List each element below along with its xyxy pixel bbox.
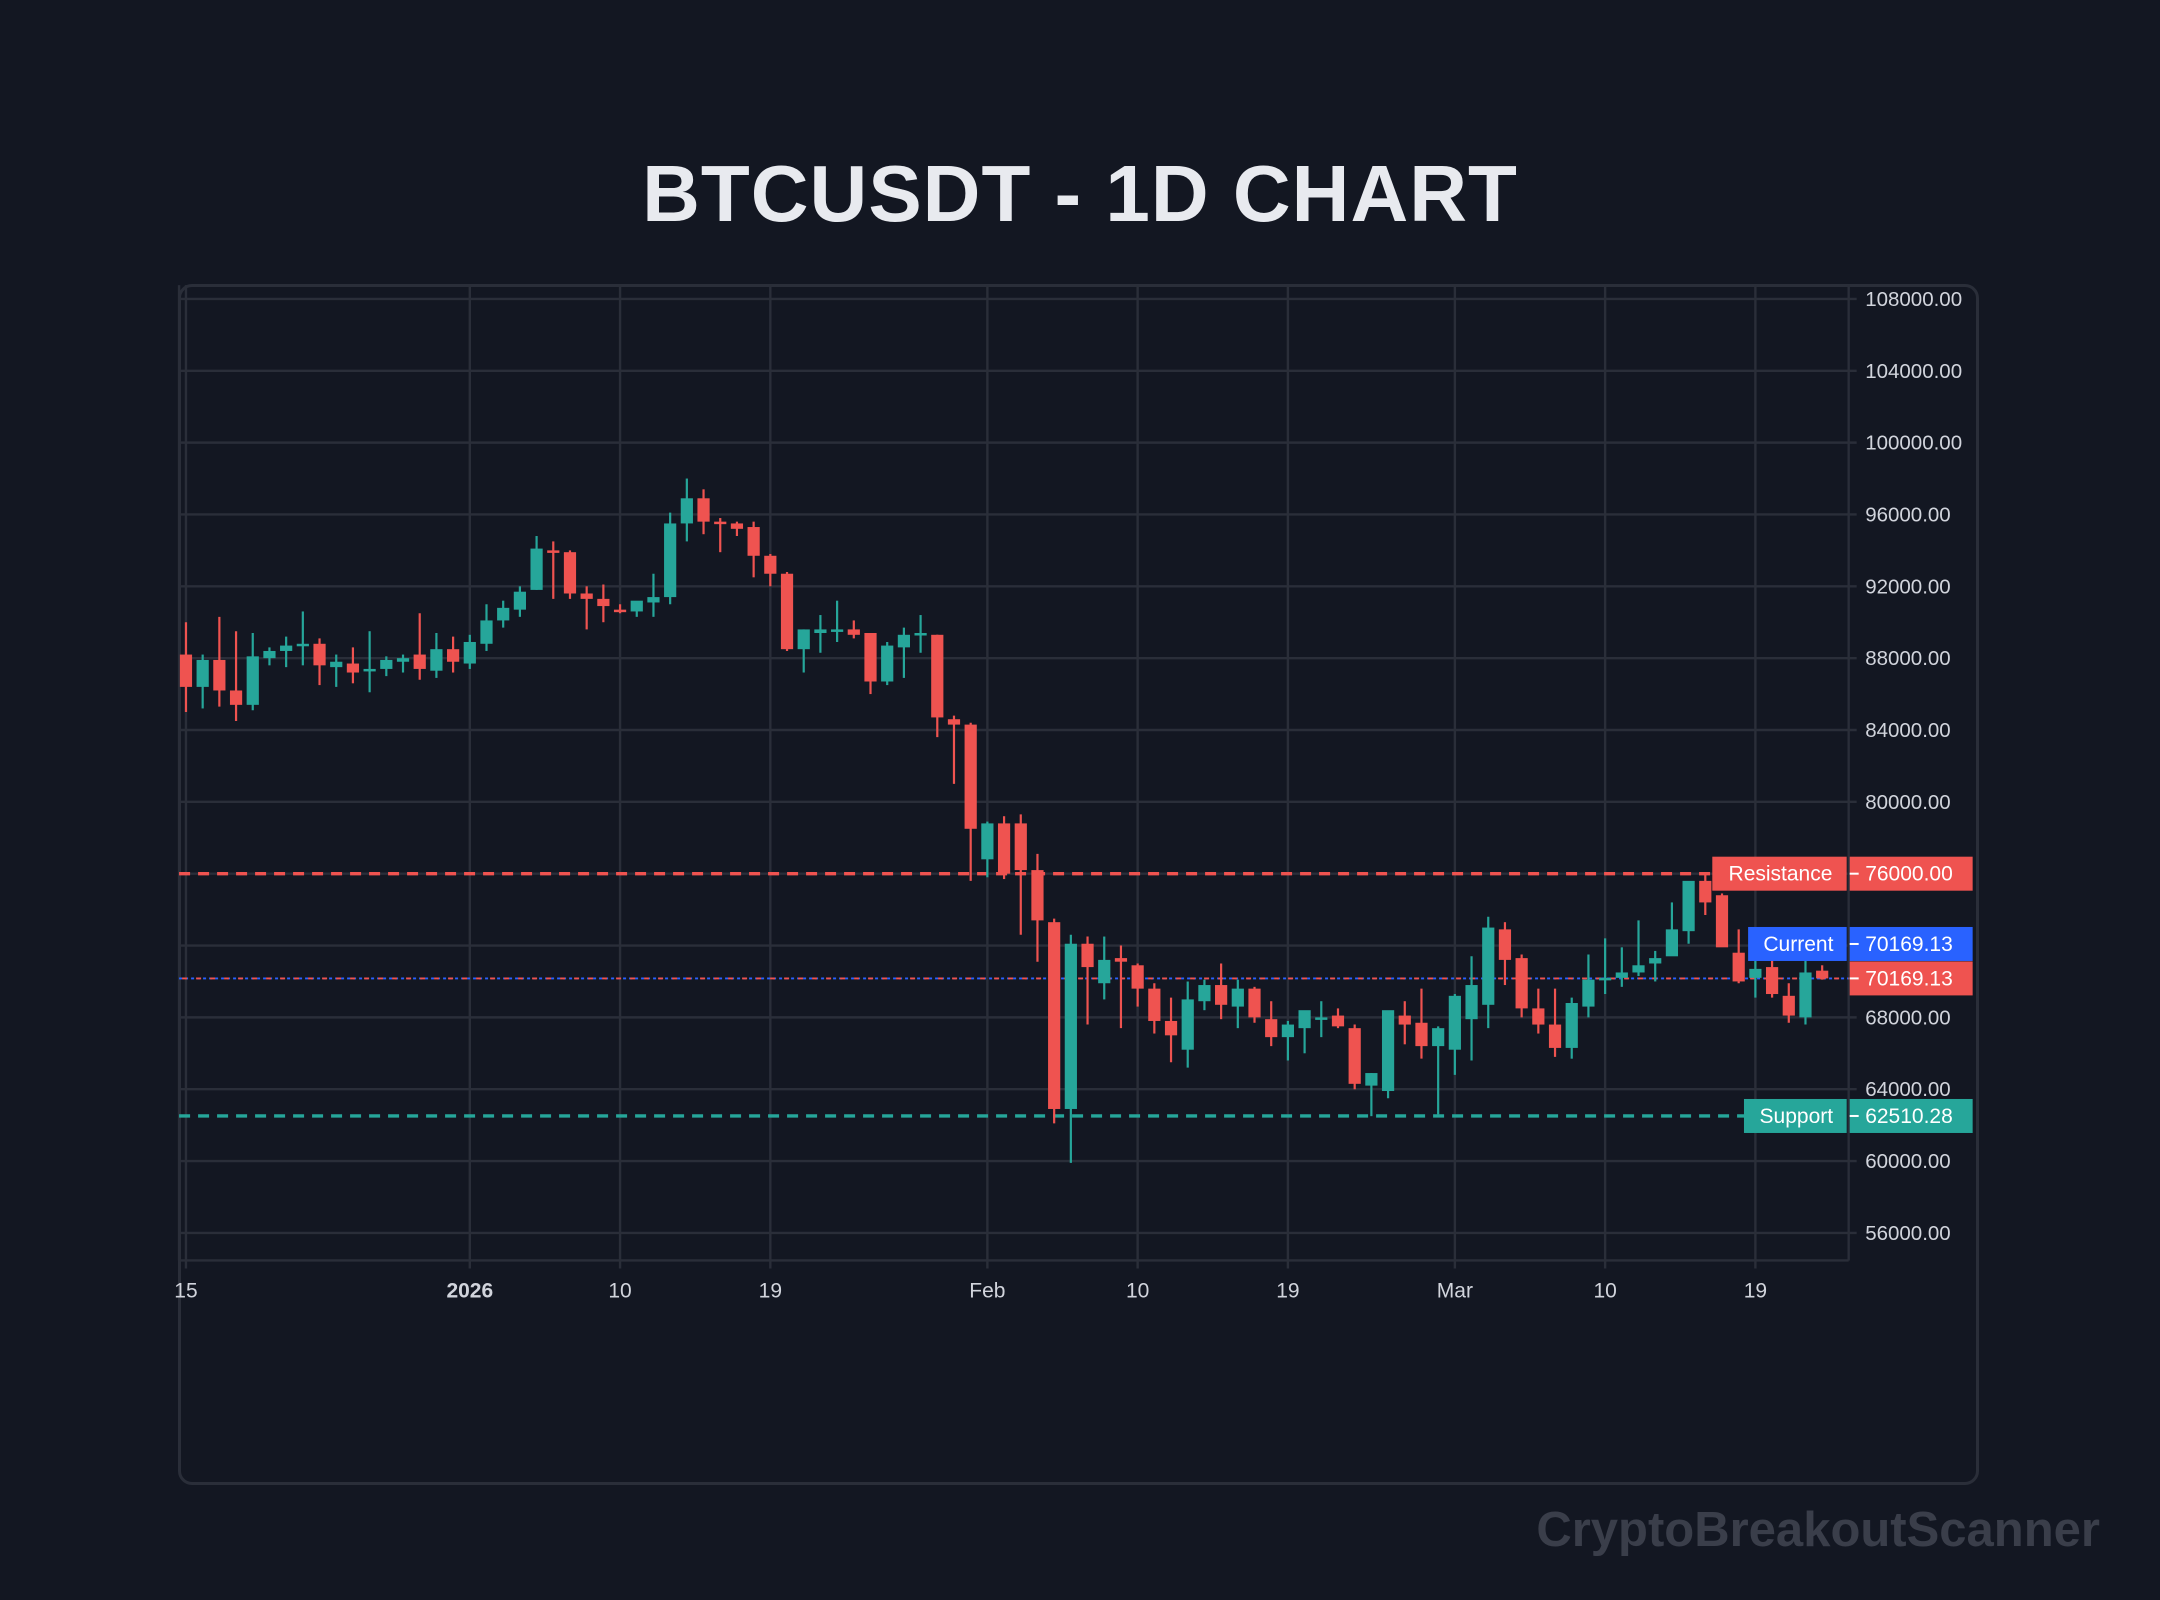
- watermark: CryptoBreakoutScanner: [1536, 1503, 2100, 1557]
- current-value-tag: [1849, 926, 1973, 961]
- last-price-value-tag: [1849, 961, 1973, 996]
- time-tick-label: Mar: [1437, 1280, 1473, 1303]
- svg-text:76000.00: 76000.00: [1865, 863, 1953, 886]
- svg-text:Support: Support: [1760, 1105, 1834, 1128]
- time-tick-label: 19: [1744, 1280, 1767, 1303]
- candles: [179, 478, 1829, 1163]
- time-tick-label: Feb: [969, 1280, 1005, 1303]
- time-tick-label: 10: [608, 1280, 631, 1303]
- grid-lines: [177, 285, 1857, 1269]
- time-tick-label: 15: [174, 1280, 197, 1303]
- price-tick-label: 100000.00: [1865, 432, 1962, 455]
- svg-text:Resistance: Resistance: [1729, 863, 1833, 886]
- price-tick-label: 96000.00: [1865, 503, 1951, 526]
- price-tick-label: 84000.00: [1865, 719, 1951, 742]
- time-tick-label: 2026: [446, 1280, 493, 1303]
- svg-text:Current: Current: [1763, 933, 1833, 956]
- current-label-tag: [1748, 926, 1847, 961]
- price-tick-label: 60000.00: [1865, 1150, 1951, 1173]
- price-tags: Resistance 76000.00 Current 70169.13 70169.1…: [1712, 856, 1973, 1133]
- support-label-tag: [1743, 1098, 1847, 1133]
- price-axis[interactable]: 108000.00 104000.00 100000.00 96000.00 92000…: [1865, 288, 1962, 1245]
- price-tick-label: 64000.00: [1865, 1078, 1951, 1101]
- svg-text:62510.28: 62510.28: [1865, 1105, 1953, 1128]
- chart-title: BTCUSDT - 1D CHART: [642, 149, 1518, 238]
- time-tick-label: 10: [1593, 1280, 1616, 1303]
- time-axis[interactable]: 15 2026 10 19 Feb 10 19 Mar 10 19: [174, 1280, 1767, 1303]
- price-tick-label: 92000.00: [1865, 575, 1951, 598]
- resistance-value-tag: [1849, 856, 1973, 891]
- svg-text:70169.13: 70169.13: [1865, 933, 1953, 956]
- svg-text:70169.13: 70169.13: [1865, 967, 1953, 990]
- time-tick-label: 10: [1126, 1280, 1149, 1303]
- price-tick-label: 56000.00: [1865, 1222, 1951, 1245]
- time-tick-label: 19: [1276, 1280, 1299, 1303]
- support-value-tag: [1849, 1098, 1973, 1133]
- time-tick-label: 19: [759, 1280, 782, 1303]
- price-tick-label: 88000.00: [1865, 647, 1951, 670]
- level-lines: [179, 871, 1849, 1118]
- price-tick-label: 104000.00: [1865, 360, 1962, 383]
- price-tick-label: 80000.00: [1865, 791, 1951, 814]
- price-tick-label: 68000.00: [1865, 1006, 1951, 1029]
- price-tick-label: 108000.00: [1865, 288, 1962, 311]
- resistance-label-tag: [1712, 856, 1847, 891]
